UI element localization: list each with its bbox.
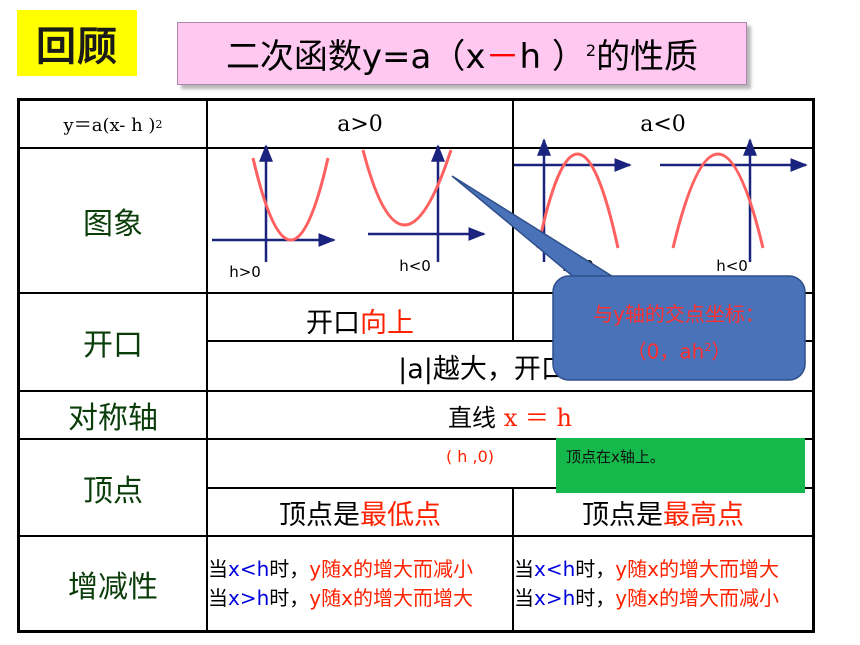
- review-badge: 回顾: [17, 10, 137, 76]
- row-label-vertex: 顶点: [83, 473, 143, 509]
- mono-trend: y随x的增大而增大: [309, 586, 473, 610]
- row-divider-4: [17, 438, 815, 440]
- row-divider-1: [17, 147, 815, 149]
- vertex-pos-kind: 最低点: [360, 499, 441, 531]
- header-formula: y＝a(x- h ) 2: [20, 101, 206, 147]
- title-part-1: 二次函数y=a（x: [225, 37, 486, 77]
- monotonic-pos-line2: 当x>h时，y随x的增大而增大: [208, 584, 514, 613]
- header-formula-text: y＝a(x- h ): [63, 115, 156, 136]
- row-divider-2b: [206, 340, 815, 342]
- page-title: 二次函数y=a（x － h ） 2 的性质: [177, 22, 747, 85]
- graph-pos-h-negative: [361, 144, 486, 262]
- graph-neg-h-negative: [660, 138, 808, 262]
- mono-when: 当: [208, 557, 228, 581]
- opening-pos-direction: 向上: [360, 307, 414, 339]
- title-exponent: 2: [585, 41, 597, 60]
- monotonic-neg-line2: 当x>h时，y随x的增大而减小: [514, 584, 834, 613]
- graph-pos-h-positive: [212, 144, 336, 262]
- header-a-positive: a>0: [337, 111, 383, 137]
- graph-label-4: h<0: [716, 257, 748, 275]
- row-label-monotonic: 增减性: [68, 569, 158, 605]
- title-part-3: 的性质: [596, 37, 699, 77]
- vertex-neg: 顶点是 最高点: [514, 489, 812, 535]
- monotonic-pos-line1: 当x<h时，y随x的增大而减小: [208, 555, 514, 584]
- callout-line2-prefix: （0，ah: [626, 339, 705, 364]
- table-border-top: [17, 98, 815, 101]
- title-minus: －: [485, 37, 520, 77]
- mono-cond: x<h: [228, 557, 270, 581]
- table-border-bottom: [17, 630, 815, 633]
- row-divider-3: [17, 390, 815, 392]
- mono-cond: x>h: [534, 586, 576, 610]
- title-part-2: h ）: [519, 37, 586, 77]
- mono-time: 时，: [269, 557, 310, 581]
- row-divider-2: [17, 292, 815, 294]
- axis-of-symmetry: 直线 x ＝ h: [208, 392, 812, 438]
- mono-when: 当: [514, 586, 534, 610]
- axis-prefix: 直线: [448, 403, 497, 432]
- monotonic-neg-line1: 当x<h时，y随x的增大而增大: [514, 555, 834, 584]
- callout-line1: 与y轴的交点坐标：: [593, 302, 765, 327]
- mono-time: 时，: [269, 586, 310, 610]
- monotonic-pos: 当x<h时，y随x的增大而减小 当x>h时，y随x的增大而增大: [208, 555, 514, 615]
- table-border-right: [812, 98, 815, 633]
- callout-line2-suffix: ）: [711, 339, 732, 364]
- mono-cond: x<h: [534, 557, 576, 581]
- mono-trend: y随x的增大而减小: [615, 586, 779, 610]
- header-formula-exponent: 2: [155, 117, 163, 131]
- mono-cond: x>h: [228, 586, 270, 610]
- vertex-pos: 顶点是 最低点: [208, 489, 512, 535]
- vertex-neg-prefix: 顶点是: [582, 499, 663, 531]
- row-label-graph: 图象: [83, 206, 143, 242]
- mono-when: 当: [514, 557, 534, 581]
- mono-trend: y随x的增大而增大: [615, 557, 779, 581]
- vertex-coordinate: ( h ,0): [445, 446, 495, 466]
- mono-when: 当: [208, 586, 228, 610]
- col-divider-2b: [512, 487, 514, 633]
- opening-pos: 开口 向上: [208, 300, 512, 340]
- vertex-pos-prefix: 顶点是: [279, 499, 360, 531]
- col-divider-1: [206, 98, 208, 633]
- axis-value: x ＝ h: [503, 403, 572, 432]
- callout-text: 与y轴的交点坐标： （0，ah2）: [553, 288, 805, 378]
- row-divider-4b: [206, 487, 815, 489]
- callout-line2-sup: 2: [704, 341, 712, 355]
- graph-label-2: h<0: [399, 257, 431, 275]
- header-a-negative: a<0: [640, 111, 686, 137]
- opening-pos-prefix: 开口: [306, 307, 360, 339]
- table-border-left: [17, 98, 20, 633]
- monotonic-neg: 当x<h时，y随x的增大而增大 当x>h时，y随x的增大而减小: [514, 555, 834, 615]
- graph-label-1: h>0: [229, 263, 261, 281]
- mono-time: 时，: [575, 586, 616, 610]
- row-label-axis: 对称轴: [68, 401, 158, 436]
- mono-time: 时，: [575, 557, 616, 581]
- vertex-note-box: 顶点在x轴上。: [556, 438, 805, 493]
- row-label-opening: 开口: [83, 328, 143, 363]
- mono-trend: y随x的增大而减小: [309, 557, 473, 581]
- row-divider-5: [17, 535, 815, 537]
- vertex-neg-kind: 最高点: [663, 499, 744, 531]
- callout-line2: （0，ah2）: [627, 331, 732, 369]
